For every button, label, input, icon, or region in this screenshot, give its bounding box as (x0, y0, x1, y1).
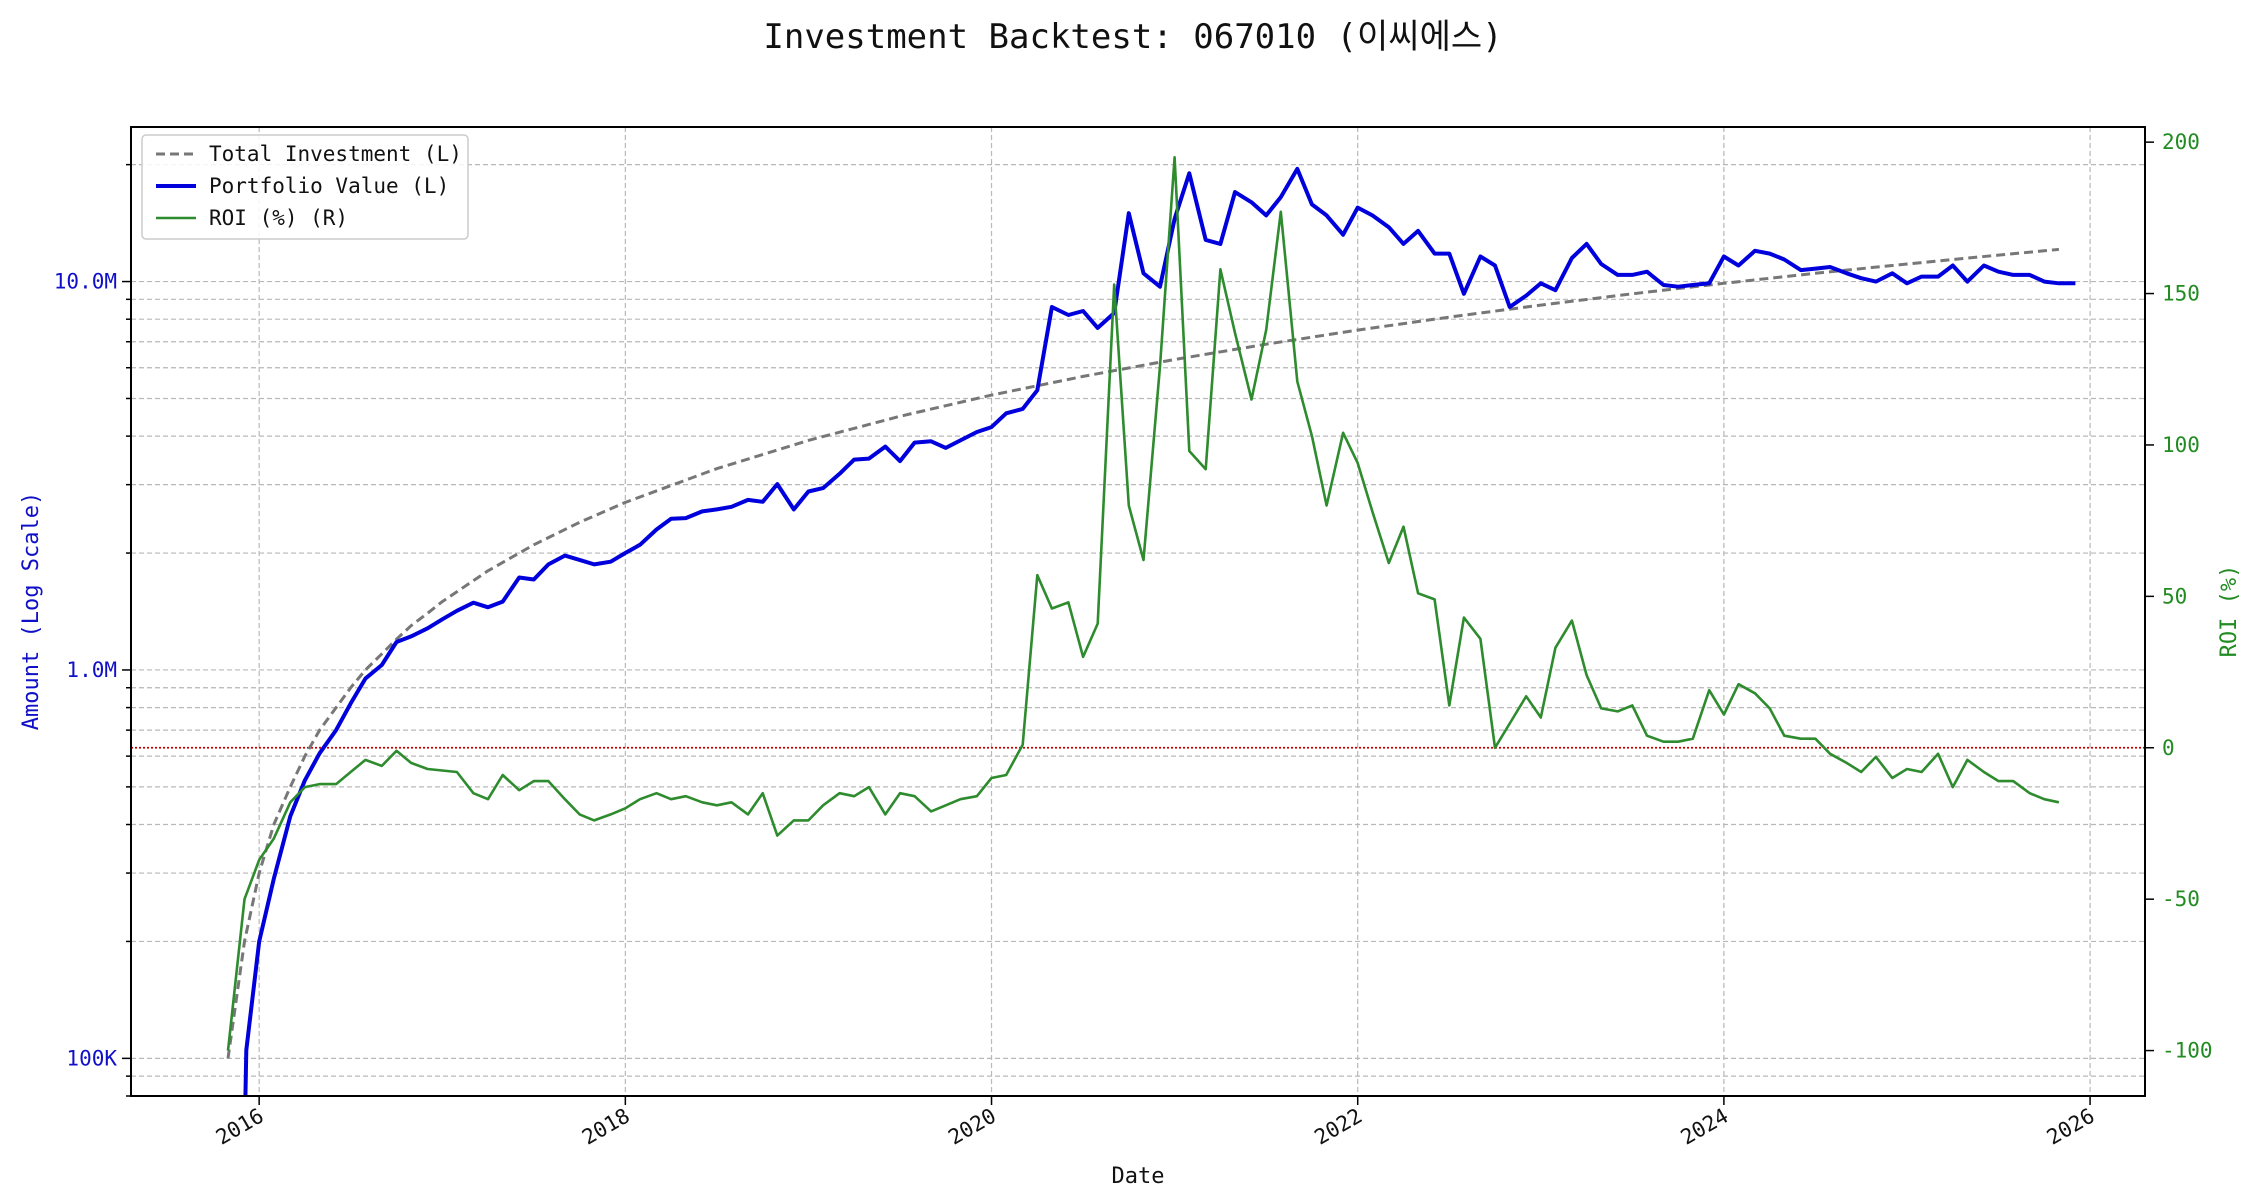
left-tick-label: 1.0M (66, 658, 117, 682)
left-tick-label: 100K (66, 1046, 117, 1070)
legend-box (141, 134, 469, 240)
right-axis-label: ROI (%) (2217, 565, 2242, 658)
ticks-layer: 100K 1.0M 10.0M -100 -50 0 50 100 150 200 2016 2018… (54, 130, 2213, 1149)
chart-title: Investment Backtest: 067010 (이씨에스) (763, 17, 1502, 57)
roi-line (226, 156, 2060, 1051)
legend-entry-roi: ROI (%) (R) (156, 206, 348, 230)
left-axis-label: Amount (Log Scale) (19, 492, 44, 730)
legend-entry-total-investment: Total Investment (L) (156, 142, 462, 166)
right-tick-label: 200 (2162, 130, 2200, 154)
x-axis-label: Date (1112, 1164, 1165, 1189)
grid-layer (131, 127, 2145, 1097)
plot-frame (130, 126, 2146, 1097)
x-tick-label: 2018 (578, 1104, 634, 1150)
legend-label: Total Investment (L) (209, 142, 462, 166)
right-tick-label: -100 (2162, 1039, 2213, 1063)
right-tick-label: 0 (2162, 736, 2175, 760)
right-tick-label: 100 (2162, 433, 2200, 457)
right-tick-label: -50 (2162, 887, 2200, 911)
legend-items: Total Investment (L) Portfolio Value (L) R… (156, 142, 462, 230)
portfolio-value-line (243, 166, 2076, 1096)
x-tick-label: 2016 (212, 1104, 268, 1150)
total-investment-line (226, 247, 2060, 1059)
x-tick-label: 2026 (2043, 1104, 2099, 1150)
legend-label: Portfolio Value (L) (209, 174, 449, 198)
legend-entry-portfolio-value: Portfolio Value (L) (156, 174, 449, 198)
x-tick-label: 2022 (1310, 1104, 1366, 1150)
right-tick-label: 150 (2162, 282, 2200, 306)
x-tick-label: 2020 (944, 1104, 1000, 1150)
left-tick-label: 10.0M (54, 270, 117, 294)
series-layer (226, 156, 2076, 1096)
x-tick-label: 2024 (1677, 1104, 1733, 1150)
legend-label: ROI (%) (R) (209, 206, 348, 230)
right-tick-label: 50 (2162, 584, 2187, 608)
legend: Total Investment (L) Portfolio Value (L) R… (141, 134, 469, 240)
